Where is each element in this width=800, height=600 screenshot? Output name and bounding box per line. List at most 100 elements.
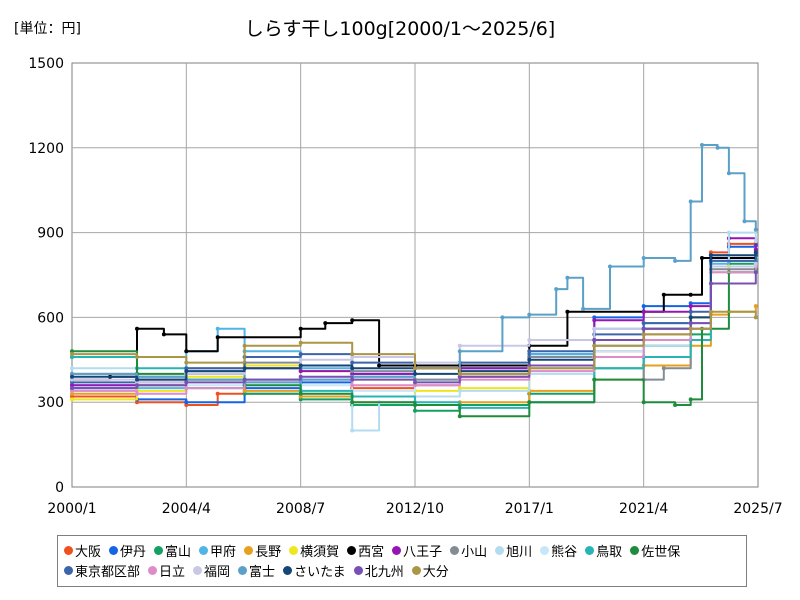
data-point xyxy=(242,343,247,348)
data-point xyxy=(70,391,74,396)
legend-label: 福岡 xyxy=(204,564,231,580)
data-point xyxy=(135,355,139,359)
series-18 xyxy=(70,270,758,391)
data-point xyxy=(298,397,303,402)
legend-label: 鳥取 xyxy=(596,544,623,560)
data-point xyxy=(135,400,139,405)
data-point xyxy=(715,145,720,150)
legend-label: 伊丹 xyxy=(120,544,147,560)
data-point xyxy=(608,264,612,269)
legend-label: 富士 xyxy=(249,564,276,580)
data-point xyxy=(70,383,74,388)
data-point xyxy=(688,292,693,297)
data-point xyxy=(753,315,758,320)
legend-entry: 福岡 xyxy=(193,560,230,580)
data-point xyxy=(70,352,74,357)
data-point xyxy=(554,287,559,292)
y-tick-label: 1500 xyxy=(28,56,64,72)
data-point xyxy=(753,270,758,275)
data-point xyxy=(135,380,139,385)
data-point xyxy=(135,391,139,396)
legend-label: 八王子 xyxy=(403,544,443,560)
axis-labels: 0 300 600 900 1200 1500 2000/1 2004/4 2008/7 2012… xyxy=(28,56,782,517)
data-point xyxy=(413,371,417,376)
data-point xyxy=(70,397,74,402)
legend-entry: 東京都区部 xyxy=(64,560,140,580)
data-point xyxy=(457,349,462,354)
legend-entry: さいたま xyxy=(283,560,346,580)
data-point xyxy=(641,400,646,405)
data-point xyxy=(726,171,731,176)
data-point xyxy=(135,377,139,382)
legend-label: 西宮 xyxy=(358,544,385,560)
data-point xyxy=(413,408,417,413)
series-layer xyxy=(70,143,758,433)
data-point xyxy=(753,227,758,232)
data-point xyxy=(350,383,355,388)
data-point xyxy=(298,374,303,379)
legend-entry: 西宮 xyxy=(347,540,384,560)
data-point xyxy=(298,340,303,345)
data-point xyxy=(641,326,646,331)
data-point xyxy=(592,315,597,320)
data-point xyxy=(592,338,597,342)
data-point xyxy=(70,355,74,359)
legend-marker-icon xyxy=(148,565,158,575)
data-point xyxy=(527,366,532,371)
legend: 大阪 伊丹 富山 甲府 長野 横須賀 西宮 八王子 小山 旭川 熊谷 鳥取 佐世保 東京都区部 日立 福岡 富士… xyxy=(57,535,747,587)
data-point xyxy=(708,309,713,314)
data-point xyxy=(726,230,731,235)
data-point xyxy=(184,380,189,385)
data-point xyxy=(184,360,189,365)
legend-marker-icon xyxy=(199,545,209,555)
legend-entry: 鳥取 xyxy=(585,540,622,560)
data-point xyxy=(708,253,713,258)
data-point xyxy=(298,352,303,357)
legend-label: 大阪 xyxy=(75,544,102,560)
legend-marker-icon xyxy=(238,565,248,575)
data-point xyxy=(161,332,166,337)
data-point xyxy=(700,256,704,260)
legend-entry: 小山 xyxy=(450,540,487,560)
data-point xyxy=(184,400,189,405)
data-point xyxy=(184,403,189,407)
data-point xyxy=(184,386,189,391)
data-point xyxy=(184,366,189,371)
data-point xyxy=(708,250,713,255)
data-point xyxy=(592,318,597,323)
legend-marker-icon xyxy=(450,545,460,555)
data-point xyxy=(298,369,303,374)
legend-marker-icon xyxy=(193,565,203,575)
data-point xyxy=(527,400,532,405)
legend-marker-icon xyxy=(495,545,505,555)
data-point xyxy=(184,349,189,354)
data-point xyxy=(565,275,570,280)
data-point xyxy=(70,386,74,391)
data-point xyxy=(413,366,417,371)
series-line xyxy=(72,144,757,384)
data-point xyxy=(688,326,693,331)
y-tick-label: 600 xyxy=(37,310,64,326)
y-tick-label: 900 xyxy=(37,226,64,242)
legend-marker-icon xyxy=(585,545,595,555)
legend-entry: 熊谷 xyxy=(540,540,577,560)
data-point xyxy=(413,403,417,407)
data-point xyxy=(298,391,303,396)
data-point xyxy=(500,315,505,320)
data-point xyxy=(641,304,646,309)
legend-marker-icon xyxy=(64,545,73,555)
data-point xyxy=(527,312,532,317)
data-point xyxy=(688,315,693,320)
legend-label: 佐世保 xyxy=(641,544,681,560)
data-point xyxy=(753,261,758,266)
data-point xyxy=(70,388,74,393)
data-point xyxy=(135,326,139,331)
legend-label: 小山 xyxy=(461,544,488,560)
data-point xyxy=(377,363,382,368)
legend-marker-icon xyxy=(64,565,73,575)
data-point xyxy=(298,363,303,368)
data-point xyxy=(592,343,597,348)
data-point xyxy=(350,400,355,405)
data-point xyxy=(688,397,693,402)
